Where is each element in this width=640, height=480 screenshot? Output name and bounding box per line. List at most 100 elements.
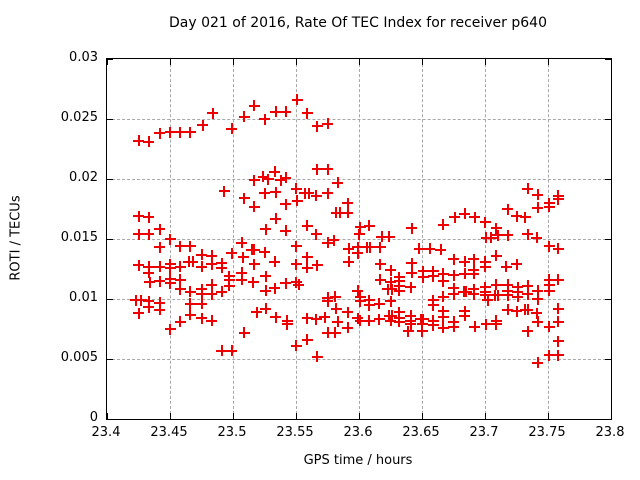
data-point-plus-marker	[485, 232, 497, 244]
data-point-plus-marker	[259, 113, 270, 125]
data-point-plus-marker	[417, 265, 429, 277]
data-point-plus-marker	[223, 274, 235, 286]
x-tick-mark	[233, 413, 234, 419]
data-point-plus-marker	[196, 312, 207, 324]
data-point-plus-marker	[251, 306, 263, 318]
data-point-plus-marker	[301, 334, 313, 346]
y-tick-label: 0.025	[60, 110, 98, 125]
data-point-plus-marker	[480, 318, 492, 330]
x-tick-label: 23.4	[91, 425, 121, 440]
data-point-plus-marker	[532, 202, 544, 214]
data-point-plus-marker	[502, 203, 514, 215]
y-tick-mark	[107, 239, 113, 240]
data-point-plus-marker	[532, 189, 544, 201]
data-point-plus-marker	[459, 310, 471, 322]
data-point-plus-marker	[416, 318, 428, 330]
data-point-plus-marker	[543, 201, 555, 213]
data-point-plus-marker	[543, 279, 555, 291]
data-point-plus-marker	[291, 195, 303, 207]
data-point-plus-marker	[154, 275, 166, 287]
data-point-plus-marker	[311, 351, 323, 363]
data-point-plus-marker	[332, 177, 344, 189]
data-point-plus-marker	[174, 126, 186, 138]
data-point-plus-marker	[522, 183, 534, 195]
data-point-plus-marker	[280, 106, 292, 118]
x-tick-label: 23.5	[217, 425, 247, 440]
data-point-plus-marker	[260, 303, 272, 315]
y-tick-mark	[605, 359, 611, 360]
data-point-plus-marker	[143, 301, 155, 313]
y-tick-label: 0.02	[69, 170, 98, 185]
data-point-plus-marker	[154, 223, 166, 235]
data-point-plus-marker	[238, 111, 250, 123]
y-tick-mark	[107, 359, 113, 360]
data-point-plus-marker	[174, 274, 186, 286]
data-point-plus-marker	[293, 279, 305, 291]
data-point-plus-marker	[342, 197, 354, 209]
data-point-plus-marker	[270, 106, 282, 118]
data-point-plus-marker	[259, 246, 270, 258]
data-point-plus-marker	[236, 267, 248, 279]
data-point-plus-marker	[437, 219, 449, 231]
data-point-plus-marker	[448, 321, 459, 333]
data-point-plus-marker	[522, 228, 534, 240]
data-point-plus-marker	[437, 291, 449, 303]
data-point-plus-marker	[427, 319, 439, 331]
data-point-plus-marker	[174, 261, 186, 273]
data-point-plus-marker	[492, 229, 504, 241]
data-point-plus-marker	[206, 288, 218, 300]
data-point-plus-marker	[343, 243, 355, 255]
y-gridline	[107, 119, 611, 120]
data-point-plus-marker	[133, 307, 144, 319]
data-point-plus-marker	[469, 211, 481, 223]
data-point-plus-marker	[133, 210, 144, 222]
data-point-plus-marker	[330, 303, 342, 315]
data-point-plus-marker	[184, 240, 196, 252]
data-point-plus-marker	[376, 231, 388, 243]
data-point-plus-marker	[206, 315, 218, 327]
data-point-plus-marker	[532, 285, 544, 297]
data-point-plus-marker	[290, 276, 302, 288]
data-point-plus-marker	[154, 127, 166, 139]
data-point-plus-marker	[532, 293, 544, 305]
data-point-plus-marker	[133, 228, 144, 240]
y-gridline	[107, 299, 611, 300]
data-point-plus-marker	[448, 269, 459, 281]
y-tick-mark	[107, 179, 113, 180]
data-point-plus-marker	[393, 306, 405, 318]
data-point-plus-marker	[522, 304, 534, 316]
data-point-plus-marker	[373, 313, 385, 325]
data-point-plus-marker	[511, 210, 522, 222]
y-gridline	[107, 359, 611, 360]
data-point-plus-marker	[269, 256, 281, 268]
data-point-plus-marker	[374, 241, 386, 253]
y-tick-label: 0.005	[60, 350, 98, 365]
x-tick-mark	[485, 59, 486, 65]
data-point-plus-marker	[270, 311, 282, 323]
data-point-plus-marker	[226, 345, 238, 357]
data-point-plus-marker	[301, 312, 313, 324]
data-point-plus-marker	[280, 172, 292, 184]
data-point-plus-marker	[236, 274, 248, 286]
data-point-plus-marker	[468, 253, 480, 265]
y-tick-mark	[605, 299, 611, 300]
data-point-plus-marker	[174, 240, 186, 252]
data-point-plus-marker	[511, 305, 522, 317]
data-point-plus-marker	[522, 280, 534, 292]
data-point-plus-marker	[405, 281, 417, 293]
data-point-plus-marker	[174, 316, 186, 328]
data-point-plus-marker	[164, 323, 176, 335]
x-tick-mark	[107, 413, 108, 419]
data-point-plus-marker	[206, 258, 218, 270]
data-point-plus-marker	[133, 259, 144, 271]
data-point-plus-marker	[196, 298, 207, 310]
data-point-plus-marker	[424, 243, 436, 255]
data-point-plus-marker	[143, 136, 155, 148]
data-point-plus-marker	[184, 126, 196, 138]
data-point-plus-marker	[260, 223, 272, 235]
data-point-plus-marker	[238, 327, 250, 339]
data-point-plus-marker	[143, 261, 155, 273]
data-point-plus-marker	[416, 325, 428, 337]
data-point-plus-marker	[437, 311, 449, 323]
data-point-plus-marker	[479, 261, 491, 273]
